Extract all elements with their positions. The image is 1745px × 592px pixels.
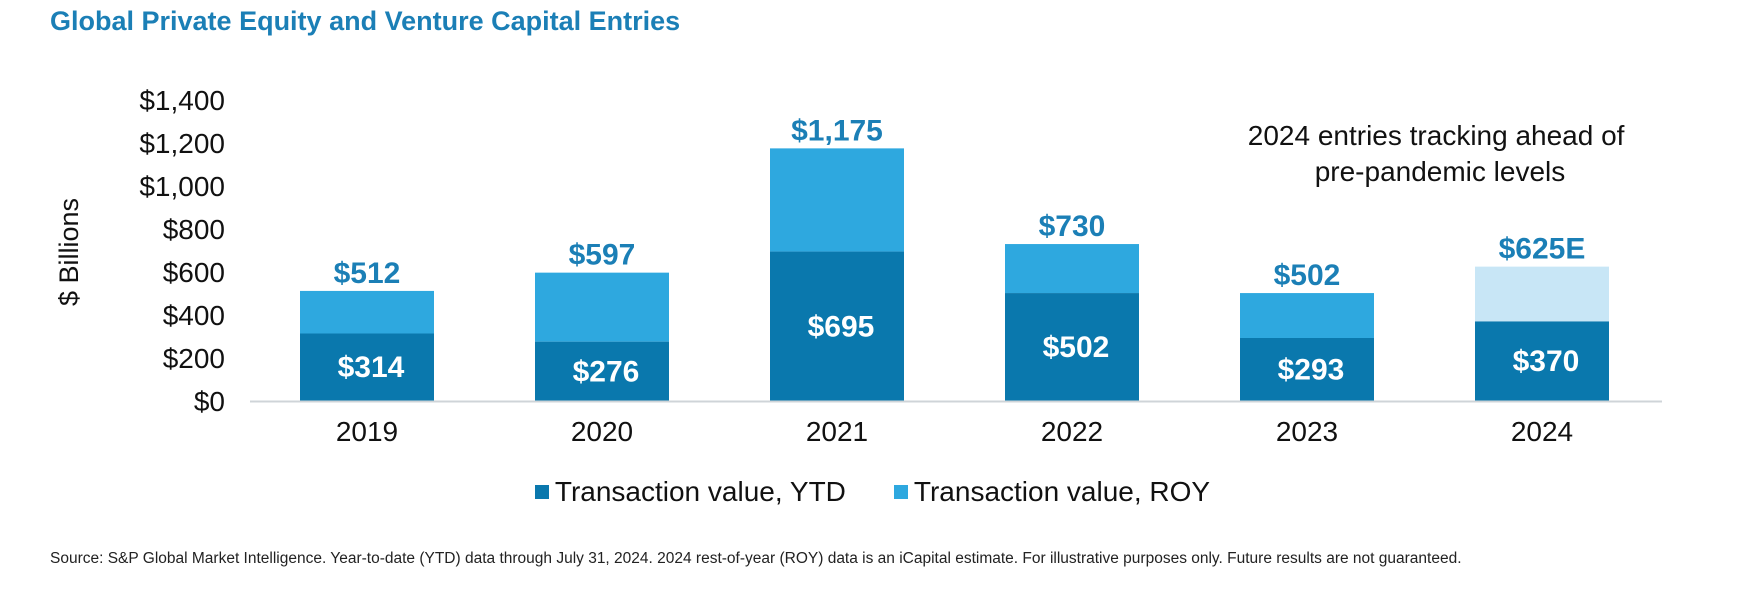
bar-roy-2020 [535, 272, 669, 342]
x-tick-label-2024: 2024 [1511, 416, 1573, 447]
data-label-ytd-2020: $276 [573, 355, 640, 388]
bar-ytd-2021 [770, 251, 904, 401]
legend-item-ytd: Transaction value, YTD [534, 476, 846, 508]
stacked-bar-chart: $0 $200 $400 $600 $800 $1,000 $1,200 $1,400 $31… [54, 85, 1662, 447]
bar-roy-2019 [300, 290, 434, 334]
y-tick-label: $1,000 [139, 171, 225, 202]
y-tick-label: $600 [163, 257, 225, 288]
y-tick-label: $400 [163, 300, 225, 331]
legend-item-roy: Transaction value, ROY [893, 476, 1211, 508]
data-label-total-2023: $502 [1274, 259, 1341, 292]
data-label-total-2021: $1,175 [791, 114, 883, 147]
y-tick-label: $1,400 [139, 85, 225, 116]
legend-label-roy: Transaction value, ROY [913, 476, 1211, 507]
x-tick-label-2021: 2021 [806, 416, 868, 447]
legend-swatch-ytd [534, 485, 549, 499]
bar-roy-2024 [1475, 266, 1609, 322]
legend-label-ytd: Transaction value, YTD [554, 476, 846, 507]
bar-ytd-2022 [1005, 293, 1139, 401]
y-axis: $0 $200 $400 $600 $800 $1,000 $1,200 $1,400 [139, 85, 225, 417]
annotation-line-1: 2024 entries tracking ahead of [1248, 120, 1625, 151]
y-tick-label: $800 [163, 214, 225, 245]
annotation-line-2: pre-pandemic levels [1315, 156, 1566, 187]
x-tick-label-2022: 2022 [1041, 416, 1103, 447]
annotation-text: 2024 entries tracking ahead of pre-pande… [1248, 120, 1632, 187]
data-label-ytd-2024: $370 [1513, 345, 1580, 378]
bars: $314 $512 $276 $597 $695 $1,175 $502 $730 $293 $5… [300, 114, 1609, 401]
y-tick-label: $200 [163, 343, 225, 374]
data-label-ytd-2021: $695 [808, 310, 875, 343]
chart-title: Global Private Equity and Venture Capita… [50, 6, 681, 36]
data-label-ytd-2019: $314 [338, 351, 405, 384]
data-label-total-2019: $512 [334, 257, 401, 290]
x-tick-label-2023: 2023 [1276, 416, 1338, 447]
source-note: Source: S&P Global Market Intelligence. … [50, 550, 1462, 567]
bar-roy-2022 [1005, 244, 1139, 294]
bar-roy-2023 [1240, 293, 1374, 339]
data-label-total-2024: $625E [1499, 233, 1586, 266]
bar-roy-2021 [770, 148, 904, 252]
x-tick-label-2019: 2019 [336, 416, 398, 447]
data-label-total-2020: $597 [569, 239, 636, 272]
bar-ytd-2024 [1475, 321, 1609, 401]
legend-swatch-roy [893, 485, 908, 499]
data-label-total-2022: $730 [1039, 210, 1106, 243]
data-label-ytd-2022: $502 [1043, 331, 1110, 364]
y-tick-label: $1,200 [139, 128, 225, 159]
bar-ytd-2023 [1240, 338, 1374, 401]
legend: Transaction value, YTD Transaction value… [0, 476, 1745, 508]
y-tick-label: $0 [194, 386, 225, 417]
bar-ytd-2020 [535, 341, 669, 401]
bar-ytd-2019 [300, 333, 434, 401]
x-tick-label-2020: 2020 [571, 416, 633, 447]
x-axis: 2019 2020 2021 2022 2023 2024 [250, 400, 1662, 447]
data-label-ytd-2023: $293 [1278, 354, 1345, 387]
y-axis-label: $ Billions [54, 198, 84, 306]
